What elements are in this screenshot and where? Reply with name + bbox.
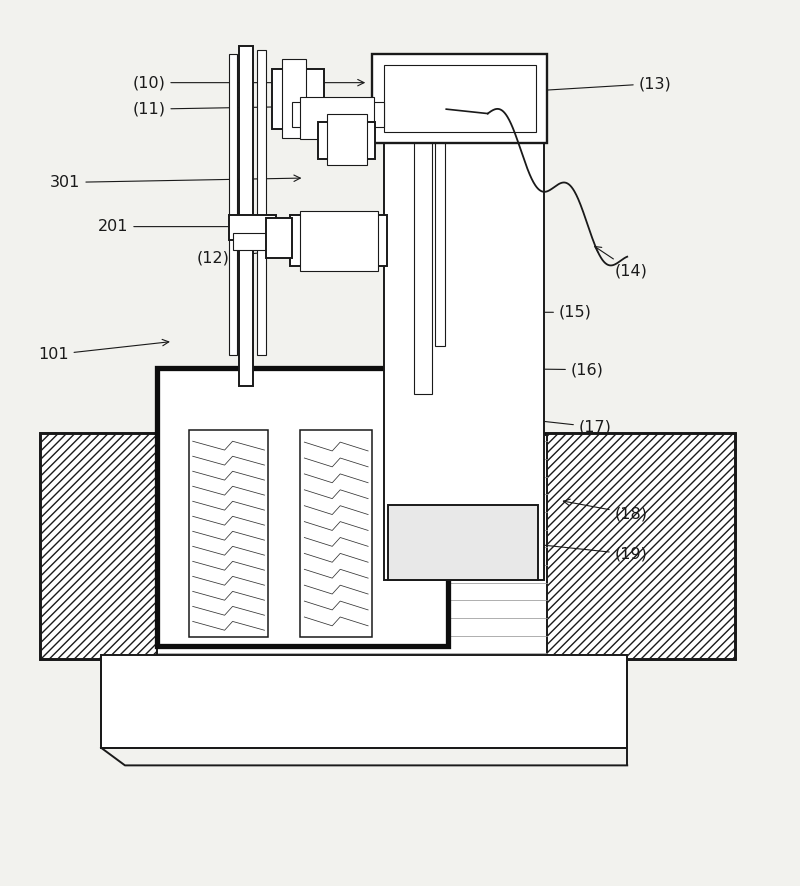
Bar [157,368,448,646]
Bar [257,50,266,354]
Bar [372,54,547,143]
Text: 301: 301 [50,175,300,190]
Bar [42,434,157,659]
Bar [299,211,378,271]
Bar [300,97,374,139]
Text: 101: 101 [38,339,169,362]
Text: (14): (14) [594,246,648,278]
Bar [229,54,237,354]
Bar [318,121,375,159]
Bar [388,505,538,580]
Bar [435,81,445,346]
Bar [239,45,254,385]
Bar [233,233,273,251]
Text: (12): (12) [196,245,316,265]
Bar [300,430,372,637]
Text: 201: 201 [98,219,280,234]
Text: (13): (13) [484,76,671,97]
Text: (15): (15) [432,305,592,320]
Bar [273,69,324,129]
Text: (11): (11) [132,102,348,117]
Bar [290,215,387,267]
Bar [42,434,735,659]
Bar [101,655,627,748]
Bar [384,72,543,580]
Bar [292,102,384,127]
Text: (18): (18) [563,499,648,521]
Bar [189,430,269,637]
Text: (16): (16) [440,362,604,377]
Text: (17): (17) [464,410,612,435]
Text: (19): (19) [500,538,648,562]
Bar [384,65,535,132]
Bar [282,58,306,138]
Bar [266,218,291,258]
Bar [326,113,366,165]
Bar [414,67,432,394]
Bar [229,215,277,240]
Bar [547,434,735,659]
Text: (10): (10) [133,75,364,90]
